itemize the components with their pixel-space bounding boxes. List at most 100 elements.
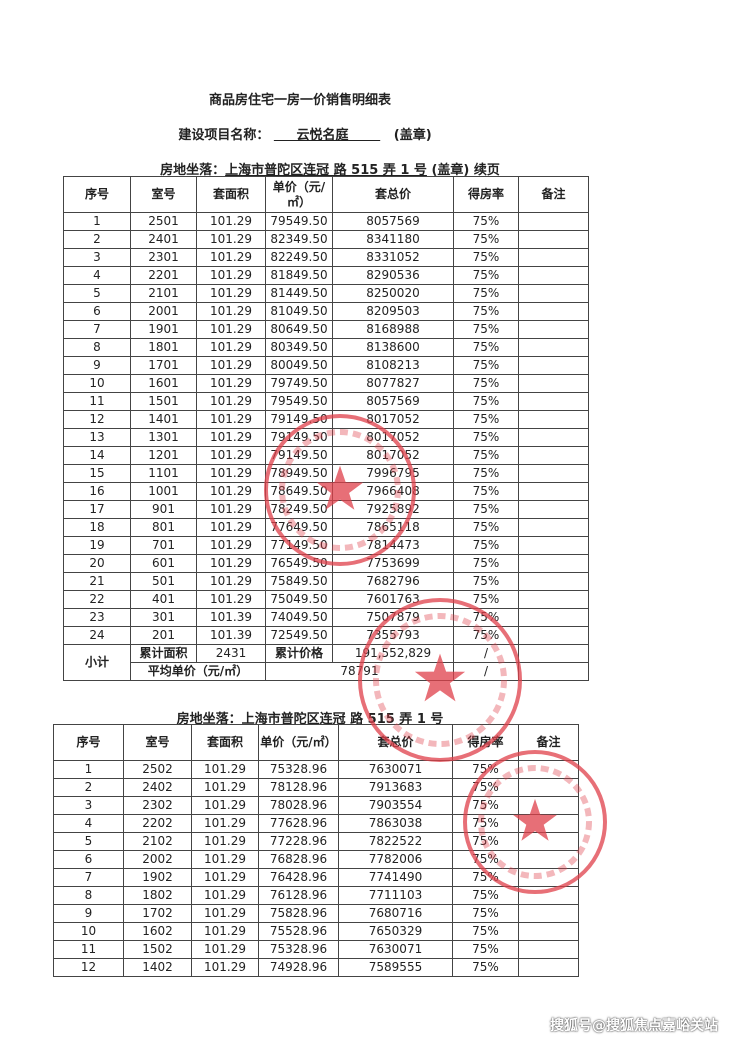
table-cell <box>518 626 589 645</box>
table-cell: 75% <box>453 392 519 411</box>
project-name: 云悦名庭 <box>296 128 349 143</box>
table-cell: 75% <box>453 374 519 393</box>
table-cell <box>518 536 589 555</box>
table-cell: 8138600 <box>332 338 454 357</box>
table-cell: 101.29 <box>196 500 266 519</box>
column-header: 得房率 <box>452 724 519 761</box>
document-title: 商品房住宅一房一价销售明细表 <box>208 93 391 108</box>
table-cell: 101.29 <box>191 778 259 797</box>
table-cell: 19 <box>63 536 131 555</box>
table-cell <box>518 778 579 797</box>
average-price: 78791 <box>265 662 454 681</box>
table-cell: 4 <box>63 266 131 285</box>
table-cell: 7822522 <box>338 832 453 851</box>
table-cell: 201 <box>130 626 197 645</box>
table-cell: 101.29 <box>191 868 259 887</box>
table-cell <box>518 904 579 923</box>
table-cell: 76549.50 <box>265 554 333 573</box>
table-cell: 9 <box>63 356 131 375</box>
table-cell: 101.29 <box>196 410 266 429</box>
table-cell: 75% <box>453 320 519 339</box>
table-row: 3 2301 101.29 82249.50 8331052 75% <box>63 248 589 267</box>
table-row: 14 1201 101.29 79149.50 8017052 75% <box>63 446 589 465</box>
table-row: 17 901 101.29 78249.50 7925892 75% <box>63 500 589 519</box>
table-cell: 78649.50 <box>265 482 333 501</box>
table-cell <box>518 760 579 779</box>
table-cell <box>518 284 589 303</box>
table-row: 6 2001 101.29 81049.50 8209503 75% <box>63 302 589 321</box>
table-cell: 701 <box>130 536 197 555</box>
table-cell: 101.29 <box>196 374 266 393</box>
table-cell <box>518 248 589 267</box>
table-cell <box>518 850 579 869</box>
table-cell: 7865118 <box>332 518 454 537</box>
table-cell: 7630071 <box>338 940 453 959</box>
table-row: 12 1401 101.29 79149.50 8017052 75% <box>63 410 589 429</box>
watermark: 搜狐号@搜狐焦点嘉峪关站 <box>550 1018 718 1034</box>
table-cell: 75% <box>453 464 519 483</box>
table-cell: 8209503 <box>332 302 454 321</box>
table-cell: 75% <box>452 796 519 815</box>
table-cell: 6 <box>53 850 124 869</box>
table-cell: 1 <box>53 760 124 779</box>
slash-cell: / <box>453 662 519 681</box>
table-cell: 7814473 <box>332 536 454 555</box>
table-cell: 75528.96 <box>258 922 339 941</box>
table-cell: 2102 <box>123 832 192 851</box>
average-row: 平均单价（元/㎡） 78791/ <box>64 662 589 681</box>
table-row: 13 1301 101.29 79149.50 8017052 75% <box>63 428 589 447</box>
table-cell: 2201 <box>130 266 197 285</box>
table-cell: 72549.50 <box>265 626 333 645</box>
table-cell: 12 <box>53 958 124 977</box>
table-cell: 7507879 <box>332 608 454 627</box>
table-cell <box>518 940 579 959</box>
table-cell: 2501 <box>130 212 197 231</box>
table-cell: 75% <box>453 338 519 357</box>
table-cell: 11 <box>53 940 124 959</box>
location-value: 上海市普陀区连冠 路 515 弄 1 号 <box>225 163 427 178</box>
table-cell: 2401 <box>130 230 197 249</box>
table-cell: 8341180 <box>332 230 454 249</box>
table-cell: 8168988 <box>332 320 454 339</box>
table-row: 22 401 101.29 75049.50 7601763 75% <box>63 590 589 609</box>
table-cell: 75% <box>452 922 519 941</box>
total-price: 191,552,829 <box>332 644 454 663</box>
table-cell: 2 <box>63 230 131 249</box>
table-cell: 7711103 <box>338 886 453 905</box>
column-header: 备注 <box>518 176 589 213</box>
table-cell: 75328.96 <box>258 940 339 959</box>
table-row: 3 2302 101.29 78028.96 7903554 75% <box>53 796 579 815</box>
table-cell <box>518 886 579 905</box>
project-label: 建设项目名称： <box>178 128 270 143</box>
table-cell: 1701 <box>130 356 197 375</box>
table-cell <box>518 482 589 501</box>
table-cell: 7741490 <box>338 868 453 887</box>
table1-location: 房地坐落：上海市普陀区连冠 路 515 弄 1 号 (盖章) 续页 <box>30 159 630 178</box>
table-cell <box>518 374 589 393</box>
table-row: 4 2201 101.29 81849.50 8290536 75% <box>63 266 589 285</box>
table-cell: 101.29 <box>191 760 259 779</box>
table-cell <box>518 814 579 833</box>
table-cell: 75% <box>453 356 519 375</box>
table-cell <box>518 410 589 429</box>
column-header: 序号 <box>63 176 131 213</box>
table-cell <box>518 590 589 609</box>
table-cell: 75% <box>452 958 519 977</box>
table-cell: 74928.96 <box>258 958 339 977</box>
total-price-label: 累计价格 <box>265 644 333 663</box>
table-cell: 24 <box>63 626 131 645</box>
table-cell: 79149.50 <box>265 410 333 429</box>
table-cell: 5 <box>63 284 131 303</box>
table-cell: 4 <box>53 814 124 833</box>
table-cell <box>518 832 579 851</box>
table-cell: 1301 <box>130 428 197 447</box>
table-cell: 1401 <box>130 410 197 429</box>
table-cell: 101.29 <box>196 356 266 375</box>
table-cell: 18 <box>63 518 131 537</box>
table-row: 11 1501 101.29 79549.50 8057569 75% <box>63 392 589 411</box>
table-cell: 79149.50 <box>265 428 333 447</box>
table-cell: 101.29 <box>196 266 266 285</box>
table-cell: 101.29 <box>191 904 259 923</box>
table-cell: 101.39 <box>196 626 266 645</box>
table-cell: 7680716 <box>338 904 453 923</box>
